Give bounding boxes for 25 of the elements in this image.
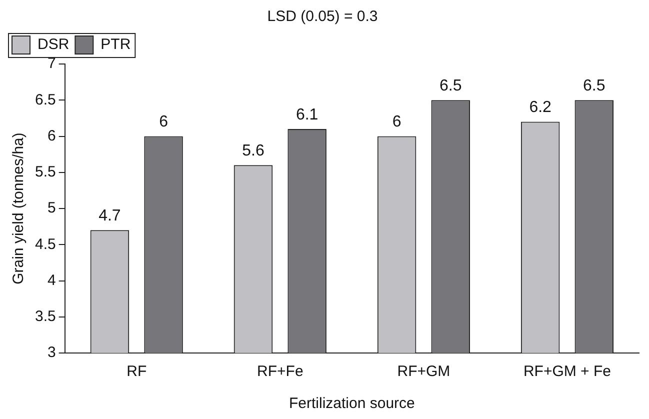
y-tick-label: 6.5 — [34, 91, 56, 108]
data-label: 6.5 — [439, 78, 462, 95]
legend-label: DSR — [38, 36, 70, 54]
data-label: 5.6 — [242, 142, 264, 160]
x-tick-label: RF+GM + Fe — [523, 363, 611, 380]
y-tick-label: 3 — [48, 344, 56, 362]
y-axis-title: Grain yield (tonnes/ha) — [10, 132, 28, 284]
data-label: 6 — [392, 114, 402, 131]
data-label: 6.5 — [583, 78, 606, 95]
x-tick-label: RF+Fe — [257, 363, 304, 380]
data-label: 6 — [159, 114, 168, 131]
chart-title: LSD (0.05) = 0.3 — [267, 8, 378, 26]
y-tick-label: 4.5 — [34, 236, 56, 253]
y-tick-label: 3.5 — [34, 308, 56, 326]
y-tick-label: 5 — [48, 200, 56, 217]
x-axis-title: Fertilization source — [288, 395, 415, 412]
y-tick-label: 5.5 — [34, 164, 56, 181]
y-tick-label: 6 — [48, 127, 56, 144]
data-label: 6.1 — [296, 106, 318, 124]
legend-label: PTR — [100, 36, 131, 54]
x-tick-label: RF+GM — [397, 363, 450, 380]
data-label: 6.2 — [529, 99, 552, 116]
y-tick-label: 4 — [48, 272, 56, 289]
x-tick-label: RF — [126, 363, 147, 380]
data-label: 4.7 — [98, 208, 121, 225]
